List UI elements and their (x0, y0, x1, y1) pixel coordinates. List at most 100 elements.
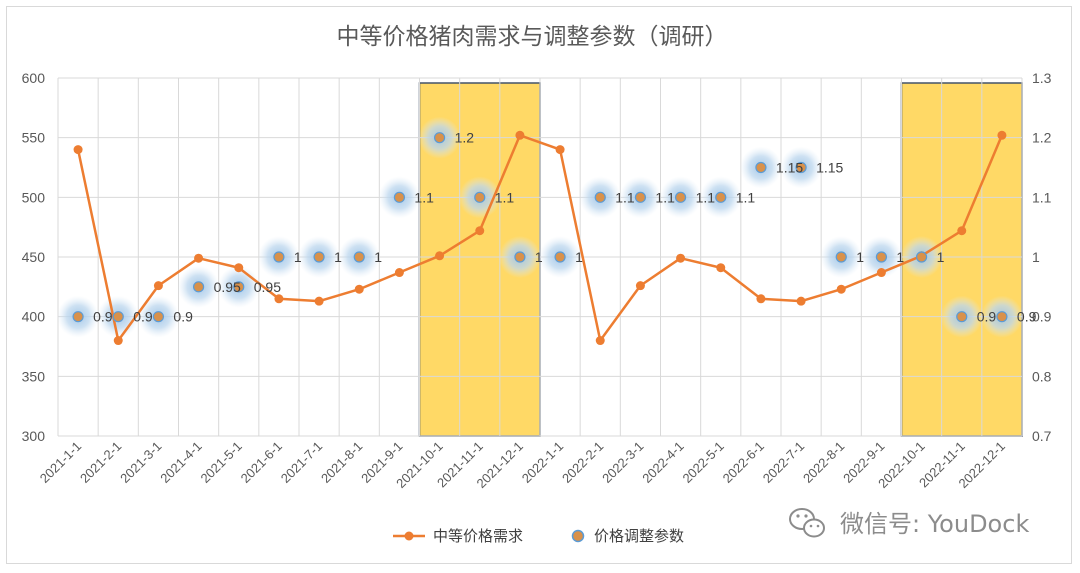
param-data-label: 1.15 (776, 160, 803, 176)
demand-point (515, 130, 525, 140)
legend-line-marker (404, 531, 414, 541)
param-data-label: 1.1 (495, 189, 515, 205)
y-axis-left: 300 350 400 450 500 550 600 (22, 70, 46, 444)
param-data-label: 1 (575, 249, 583, 265)
y-right-tick-label: 1.3 (1032, 70, 1052, 86)
demand-point (113, 336, 123, 346)
demand-point (676, 253, 686, 263)
y-right-tick-label: 1.1 (1032, 189, 1052, 205)
x-tick-label: 2022-5-1 (679, 439, 726, 486)
x-tick-label: 2022-8-1 (800, 439, 847, 486)
x-tick-label: 2021-2-1 (77, 439, 124, 486)
demand-point (153, 281, 163, 291)
param-series (72, 132, 1008, 323)
y-left-tick-label: 350 (22, 368, 46, 384)
param-data-label: 1 (937, 249, 945, 265)
param-point (273, 251, 285, 263)
param-point (674, 191, 687, 203)
y-left-tick-label: 450 (22, 249, 46, 265)
param-point (393, 191, 406, 203)
demand-point (475, 226, 485, 236)
param-data-label: 1.2 (455, 130, 475, 146)
param-data-label: 1 (856, 249, 864, 265)
demand-point (354, 284, 364, 294)
param-point (795, 161, 807, 174)
demand-point (595, 336, 605, 346)
param-point (233, 281, 245, 293)
param-data-label: 1.1 (414, 189, 434, 205)
param-point (192, 281, 205, 293)
y-axis-right: 0.7 0.8 0.9 1 1.1 1.2 1.3 (1032, 70, 1052, 444)
param-data-label: 1.1 (696, 189, 716, 205)
param-data-label: 0.9 (93, 309, 113, 325)
param-data-label: 0.9 (133, 309, 153, 325)
chart-title: 中等价格猪肉需求与调整参数（调研） (337, 24, 728, 50)
y-right-tick-label: 1.2 (1032, 130, 1052, 146)
param-point (996, 311, 1008, 323)
param-data-label: 0.9 (1017, 309, 1037, 325)
param-point (474, 191, 486, 203)
x-axis: 2021-1-12021-2-12021-3-12021-4-12021-5-1… (37, 439, 1008, 492)
demand-point (194, 253, 204, 263)
param-data-label: 1.1 (615, 189, 635, 205)
x-tick-label: 2022-4-1 (639, 439, 686, 486)
watermark-text: 微信号: YouDock (840, 510, 1029, 538)
watermark: 微信号: YouDock (789, 508, 1029, 538)
param-point (514, 251, 526, 263)
param-point (353, 251, 365, 263)
param-point (915, 251, 928, 263)
demand-point (876, 268, 886, 278)
y-left-tick-label: 550 (22, 130, 46, 146)
demand-point (997, 130, 1007, 140)
param-data-label: 0.95 (214, 279, 241, 295)
param-data-label: 1 (334, 249, 342, 265)
x-tick-label: 2022-7-1 (760, 439, 807, 486)
y-left-tick-label: 500 (22, 189, 46, 205)
param-point (875, 251, 888, 263)
y-right-tick-label: 1 (1032, 249, 1040, 265)
param-data-label: 1.15 (816, 160, 843, 176)
y-right-tick-label: 0.9 (1032, 309, 1052, 325)
x-tick-label: 2022-3-1 (599, 439, 646, 486)
param-point (152, 311, 165, 323)
param-data-label: 1.1 (655, 189, 675, 205)
demand-point (716, 263, 726, 273)
demand-point (635, 281, 645, 291)
x-tick-label: 2022-6-1 (720, 439, 767, 486)
demand-point (314, 296, 324, 306)
y-left-tick-label: 400 (22, 309, 46, 325)
param-data-label: 1 (294, 249, 302, 265)
param-data-label: 0.9 (977, 309, 997, 325)
param-point (956, 311, 968, 323)
param-data-label: 1.1 (736, 189, 756, 205)
x-tick-label: 2021-4-1 (157, 439, 204, 486)
legend: 中等价格需求 价格调整参数 (393, 527, 684, 545)
legend-label-demand: 中等价格需求 (433, 527, 523, 545)
param-point (72, 311, 84, 323)
y-right-tick-label: 0.7 (1032, 428, 1052, 444)
y-right-tick-label: 0.8 (1032, 368, 1052, 384)
demand-point (796, 296, 806, 306)
x-tick-label: 2021-6-1 (238, 439, 285, 486)
param-point (433, 132, 446, 144)
x-tick-label: 2021-1-1 (37, 439, 84, 486)
y-left-tick-label: 300 (22, 428, 46, 444)
param-point (634, 191, 647, 203)
x-tick-label: 2021-7-1 (278, 439, 325, 486)
param-point (112, 311, 124, 323)
demand-series (73, 130, 1007, 346)
param-data-label: 1 (374, 249, 382, 265)
legend-param-marker (571, 529, 585, 543)
param-point (755, 161, 767, 174)
demand-point (555, 145, 565, 155)
param-point (835, 251, 847, 263)
wechat-icon (789, 508, 825, 538)
demand-point (836, 284, 846, 294)
param-point (554, 251, 566, 263)
param-point (715, 191, 727, 203)
param-point (313, 251, 325, 263)
param-data-label: 0.95 (254, 279, 281, 295)
param-data-label: 1 (535, 249, 543, 265)
param-data-label: 1 (896, 249, 904, 265)
